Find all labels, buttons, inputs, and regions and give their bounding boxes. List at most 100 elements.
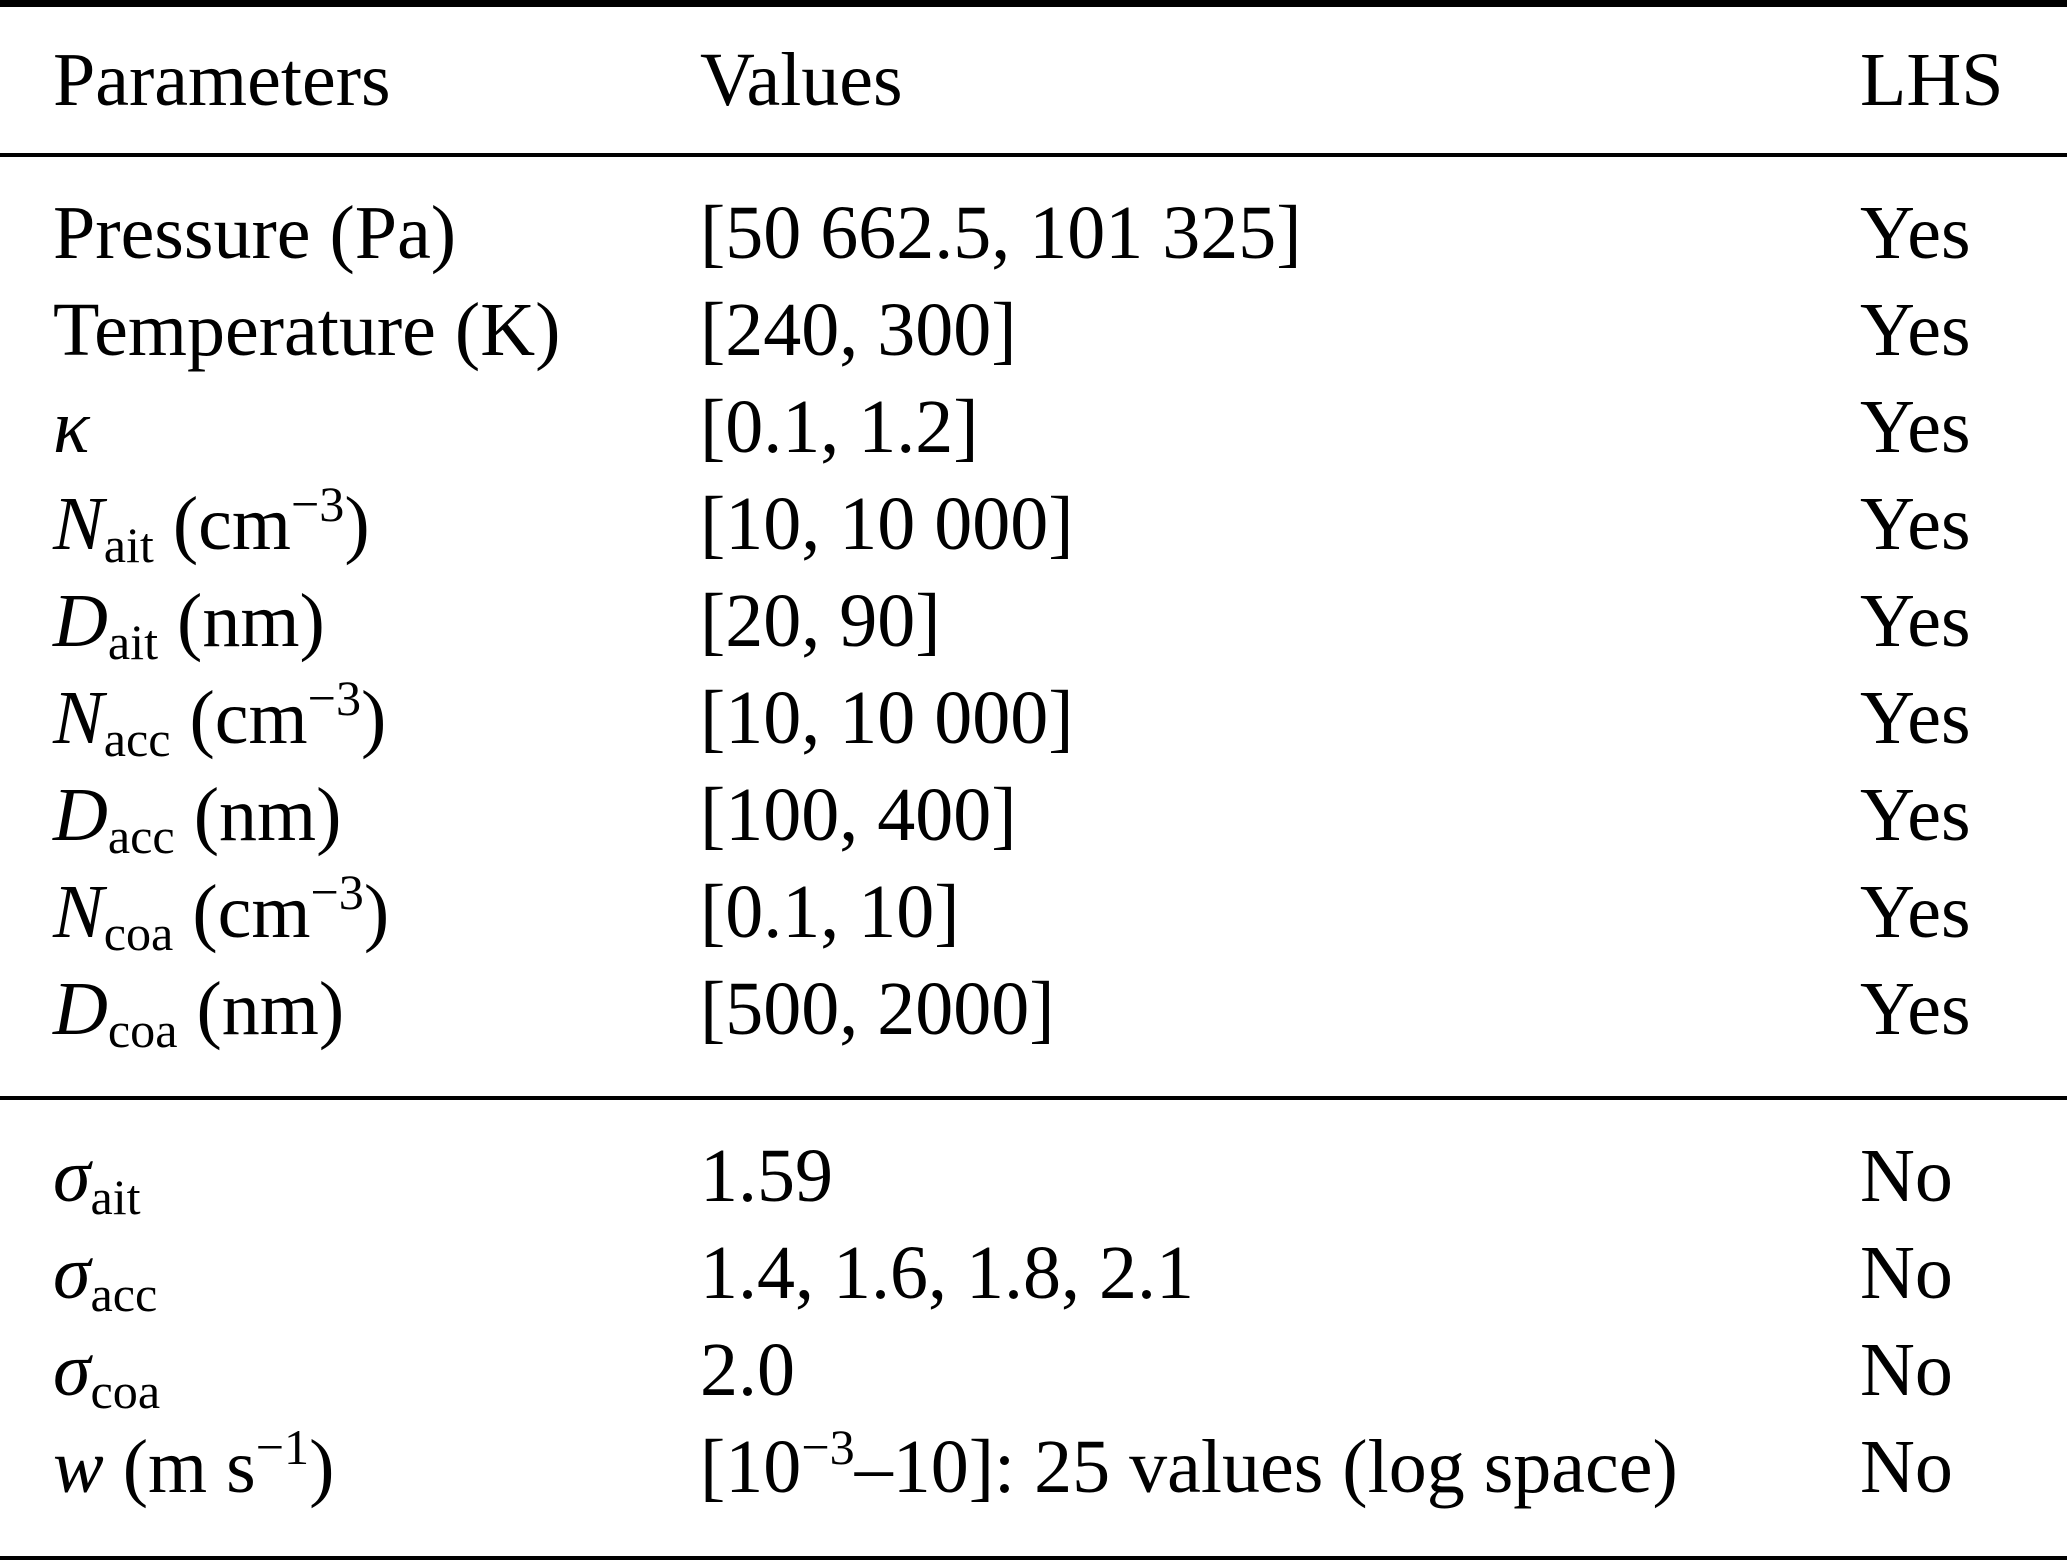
- value-cell: [10−3–10]: 25 values (log space): [700, 1419, 1860, 1560]
- text-segment: ): [363, 870, 390, 954]
- subscript: acc: [103, 710, 171, 767]
- value-cell: [0.1, 1.2]: [700, 379, 1860, 476]
- table-row: Temperature (K) [240, 300] Yes: [0, 282, 2067, 379]
- subscript: acc: [90, 1265, 158, 1322]
- text-segment: 1.4, 1.6, 1.8, 2.1: [700, 1231, 1194, 1315]
- table-row: κ [0.1, 1.2] Yes: [0, 379, 2067, 476]
- subscript: ait: [107, 613, 159, 670]
- parameter-cell: Dacc (nm): [0, 767, 700, 864]
- table-row: σait 1.59 No: [0, 1098, 2067, 1225]
- parameter-cell: Pressure (Pa): [0, 155, 700, 282]
- value-cell: [10, 10 000]: [700, 476, 1860, 573]
- column-header-parameters: Parameters: [0, 3, 700, 157]
- parameter-cell: σait: [0, 1098, 700, 1225]
- subscript: acc: [107, 807, 175, 864]
- text-segment: [0.1, 1.2]: [700, 385, 979, 469]
- value-cell: [500, 2000]: [700, 961, 1860, 1098]
- table-header: Parameters Values LHS: [0, 3, 2067, 157]
- text-segment: [500, 2000]: [700, 967, 1055, 1051]
- text-segment: (nm): [174, 773, 342, 857]
- lhs-cell: Yes: [1860, 967, 1971, 1051]
- lhs-cell: No: [1860, 1231, 1953, 1315]
- superscript: −1: [255, 1419, 310, 1476]
- text-segment: N: [53, 482, 104, 566]
- text-segment: –10]: 25 values (log space): [854, 1425, 1678, 1509]
- value-cell: 2.0: [700, 1322, 1860, 1419]
- text-segment: (cm: [173, 870, 311, 954]
- parameter-cell: Dait (nm): [0, 573, 700, 670]
- text-segment: [10: [700, 1425, 802, 1509]
- text-segment: [240, 300]: [700, 288, 1017, 372]
- text-segment: σ: [53, 1231, 91, 1315]
- parameter-cell: Dcoa (nm): [0, 961, 700, 1098]
- table-row: Ncoa (cm−3) [0.1, 10] Yes: [0, 864, 2067, 961]
- text-segment: ): [309, 1425, 335, 1509]
- text-segment: [10, 10 000]: [700, 482, 1074, 566]
- value-cell: 1.59: [700, 1098, 1860, 1225]
- text-segment: D: [53, 773, 108, 857]
- column-header-values: Values: [700, 3, 1860, 157]
- text-segment: D: [53, 967, 108, 1051]
- table-row: w (m s−1) [10−3–10]: 25 values (log space…: [0, 1419, 2067, 1560]
- text-segment: (cm: [170, 676, 308, 760]
- text-segment: (cm: [153, 482, 291, 566]
- value-cell: [100, 400]: [700, 767, 1860, 864]
- text-segment: [10, 10 000]: [700, 676, 1074, 760]
- table-row: Nacc (cm−3) [10, 10 000] Yes: [0, 670, 2067, 767]
- text-segment: (nm): [158, 579, 325, 663]
- lhs-cell: Yes: [1860, 773, 1971, 857]
- subscript: ait: [90, 1168, 141, 1225]
- value-cell: [20, 90]: [700, 573, 1860, 670]
- text-segment: [100, 400]: [700, 773, 1017, 857]
- text-segment: Temperature (K): [53, 288, 561, 372]
- table-row: Nait (cm−3) [10, 10 000] Yes: [0, 476, 2067, 573]
- value-cell: [240, 300]: [700, 282, 1860, 379]
- parameter-cell: Ncoa (cm−3): [0, 864, 700, 961]
- parameter-cell: Temperature (K): [0, 282, 700, 379]
- text-segment: (m s: [103, 1425, 256, 1509]
- subscript: ait: [103, 516, 154, 573]
- lhs-cell: Yes: [1860, 579, 1971, 663]
- text-segment: w: [53, 1425, 104, 1509]
- text-segment: [0.1, 10]: [700, 870, 960, 954]
- table-row: Pressure (Pa) [50 662.5, 101 325] Yes: [0, 155, 2067, 282]
- lhs-cell: Yes: [1860, 482, 1971, 566]
- text-segment: D: [53, 579, 108, 663]
- superscript: −3: [801, 1419, 855, 1476]
- text-segment: Pressure (Pa): [53, 191, 457, 275]
- lhs-cell: Yes: [1860, 288, 1971, 372]
- value-cell: [0.1, 10]: [700, 864, 1860, 961]
- parameter-cell: σacc: [0, 1225, 700, 1322]
- parameter-cell: w (m s−1): [0, 1419, 700, 1560]
- value-cell: [10, 10 000]: [700, 670, 1860, 767]
- superscript: −3: [310, 864, 364, 921]
- superscript: −3: [291, 476, 345, 533]
- text-segment: [50 662.5, 101 325]: [700, 191, 1302, 275]
- text-segment: 2.0: [700, 1328, 795, 1412]
- table-row: Dcoa (nm) [500, 2000] Yes: [0, 961, 2067, 1098]
- parameter-cell: Nait (cm−3): [0, 476, 700, 573]
- table-row: Dait (nm) [20, 90] Yes: [0, 573, 2067, 670]
- lhs-cell: Yes: [1860, 870, 1971, 954]
- text-segment: [20, 90]: [700, 579, 941, 663]
- table-row: Dacc (nm) [100, 400] Yes: [0, 767, 2067, 864]
- subscript: coa: [107, 1001, 178, 1058]
- lhs-cell: Yes: [1860, 191, 1971, 275]
- parameter-cell: σcoa: [0, 1322, 700, 1419]
- text-segment: 1.59: [700, 1134, 833, 1218]
- parameter-cell: κ: [0, 379, 700, 476]
- value-cell: [50 662.5, 101 325]: [700, 155, 1860, 282]
- text-segment: (nm): [177, 967, 345, 1051]
- lhs-cell: No: [1860, 1328, 1953, 1412]
- subscript: coa: [103, 904, 174, 961]
- text-segment: ): [361, 676, 387, 760]
- column-header-lhs: LHS: [1860, 3, 2067, 157]
- text-segment: ): [344, 482, 370, 566]
- header-row: Parameters Values LHS: [0, 3, 2067, 157]
- lhs-cell: Yes: [1860, 385, 1971, 469]
- superscript: −3: [307, 670, 362, 727]
- table-section-fixed-parameters: σait 1.59 No σacc 1.4, 1.6, 1.8, 2.1 No σcoa 2.…: [0, 1098, 2067, 1560]
- text-segment: N: [53, 870, 104, 954]
